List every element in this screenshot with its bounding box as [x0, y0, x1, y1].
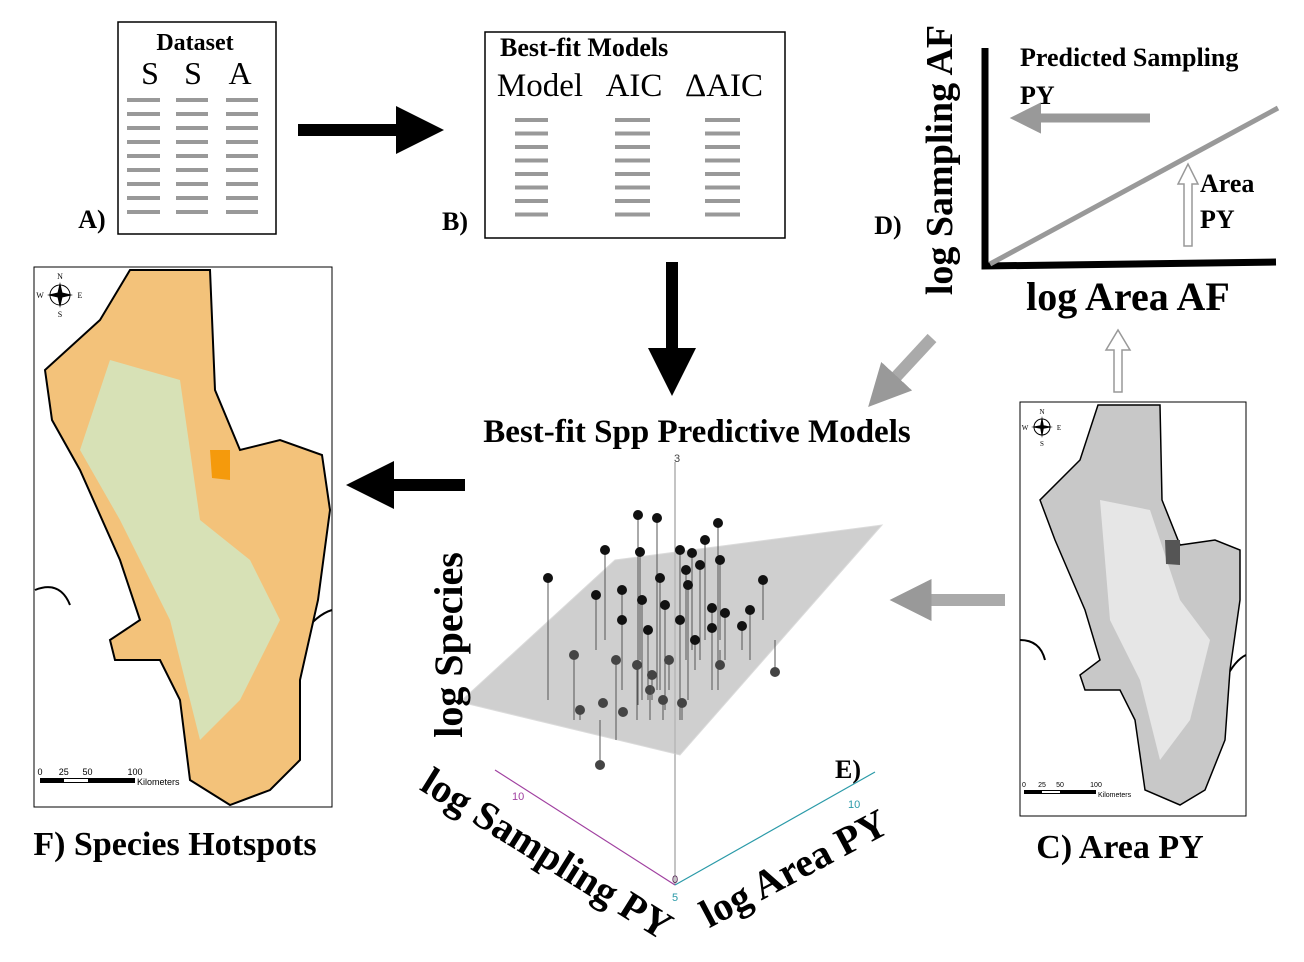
- point: [715, 555, 725, 565]
- column: AIC: [606, 68, 663, 104]
- column: S: [141, 55, 159, 91]
- point: [600, 545, 610, 555]
- caption: F) Species Hotspots: [33, 826, 316, 863]
- arrow: [1106, 330, 1130, 392]
- panel-d: Predicted Sampling PY Area PY D) log Sam…: [874, 25, 1278, 319]
- compass-letter: S: [58, 310, 62, 319]
- annotation: PY: [1200, 205, 1235, 234]
- point: [715, 660, 725, 670]
- scale-label: 0: [37, 767, 42, 777]
- panel-b: Best-fit Models Model AIC ΔAIC B): [442, 32, 785, 238]
- column: ΔAIC: [685, 68, 763, 104]
- point: [569, 650, 579, 660]
- tick-label: 5: [672, 892, 678, 904]
- point: [633, 510, 643, 520]
- compass-letter: E: [1057, 424, 1061, 432]
- point: [770, 667, 780, 677]
- point: [543, 573, 553, 583]
- x-axis-label: log Area AF: [1026, 274, 1230, 319]
- point: [637, 595, 647, 605]
- dataset-title: Dataset: [156, 30, 233, 56]
- y-axis-label: log Area PY: [692, 800, 895, 936]
- z-axis-label: log Species: [426, 552, 471, 738]
- annotation: PY: [1020, 81, 1055, 110]
- point: [664, 655, 674, 665]
- point: [683, 580, 693, 590]
- scale-label: 50: [82, 767, 92, 777]
- scale-unit: Kilometers: [137, 777, 180, 787]
- scale-label: 100: [127, 767, 142, 777]
- point: [737, 621, 747, 631]
- column: A: [228, 55, 251, 91]
- scale-label: 50: [1056, 782, 1064, 789]
- point: [617, 615, 627, 625]
- column: Model: [497, 68, 583, 104]
- point: [635, 547, 645, 557]
- center-title: Best-fit Spp Predictive Models: [483, 414, 911, 450]
- models-title: Best-fit Models: [500, 33, 668, 62]
- scale-label: 25: [59, 767, 69, 777]
- panel-e: 3 10 10 0 5 log Species log Sampling PY …: [414, 453, 896, 949]
- annotation: Area: [1200, 169, 1254, 198]
- point: [707, 623, 717, 633]
- point: [690, 635, 700, 645]
- point: [658, 695, 668, 705]
- point: [611, 655, 621, 665]
- scale-label: 0: [1022, 782, 1026, 789]
- compass-letter: E: [78, 291, 83, 300]
- caption: C) Area PY: [1036, 829, 1203, 866]
- compass-letter: W: [36, 291, 44, 300]
- point: [677, 698, 687, 708]
- panel-label: E): [835, 755, 861, 784]
- point: [675, 545, 685, 555]
- column: S: [184, 55, 202, 91]
- tick-label: 10: [512, 791, 524, 803]
- point: [660, 600, 670, 610]
- compass-letter: W: [1022, 424, 1029, 432]
- point: [745, 605, 755, 615]
- point: [618, 707, 628, 717]
- point: [643, 625, 653, 635]
- compass-letter: N: [57, 272, 63, 281]
- tick-label: 0: [672, 874, 678, 886]
- tick-label: 3: [674, 453, 680, 465]
- scale-label: 100: [1090, 782, 1102, 789]
- point: [713, 518, 723, 528]
- figure: Dataset S S A A) Best-fit Models Model A…: [0, 0, 1304, 962]
- point: [617, 585, 627, 595]
- point: [652, 513, 662, 523]
- point: [707, 603, 717, 613]
- point: [655, 573, 665, 583]
- point: [758, 575, 768, 585]
- compass-letter: N: [1039, 408, 1044, 416]
- x-axis-label: log Sampling PY: [414, 759, 681, 949]
- scale-label: 25: [1038, 782, 1046, 789]
- point: [645, 685, 655, 695]
- y-axis-label: log Sampling AF: [919, 25, 961, 295]
- point: [720, 608, 730, 618]
- point: [591, 590, 601, 600]
- point: [700, 535, 710, 545]
- panel-label: D): [874, 211, 901, 240]
- panel-c: N E S W 0 25 50 100 Kilometers C) Area PY: [1020, 402, 1246, 866]
- arrow: [882, 338, 932, 392]
- panel-a: Dataset S S A A): [78, 22, 276, 234]
- compass-letter: S: [1040, 440, 1044, 448]
- point: [647, 670, 657, 680]
- panel-label: B): [442, 207, 468, 236]
- annotation: Predicted Sampling: [1020, 43, 1238, 72]
- point: [598, 698, 608, 708]
- point: [575, 705, 585, 715]
- point: [675, 615, 685, 625]
- point: [595, 760, 605, 770]
- point: [681, 565, 691, 575]
- point: [687, 548, 697, 558]
- scale-unit: Kilometers: [1098, 792, 1132, 799]
- point: [695, 560, 705, 570]
- point: [632, 660, 642, 670]
- panel-label: A): [78, 205, 105, 234]
